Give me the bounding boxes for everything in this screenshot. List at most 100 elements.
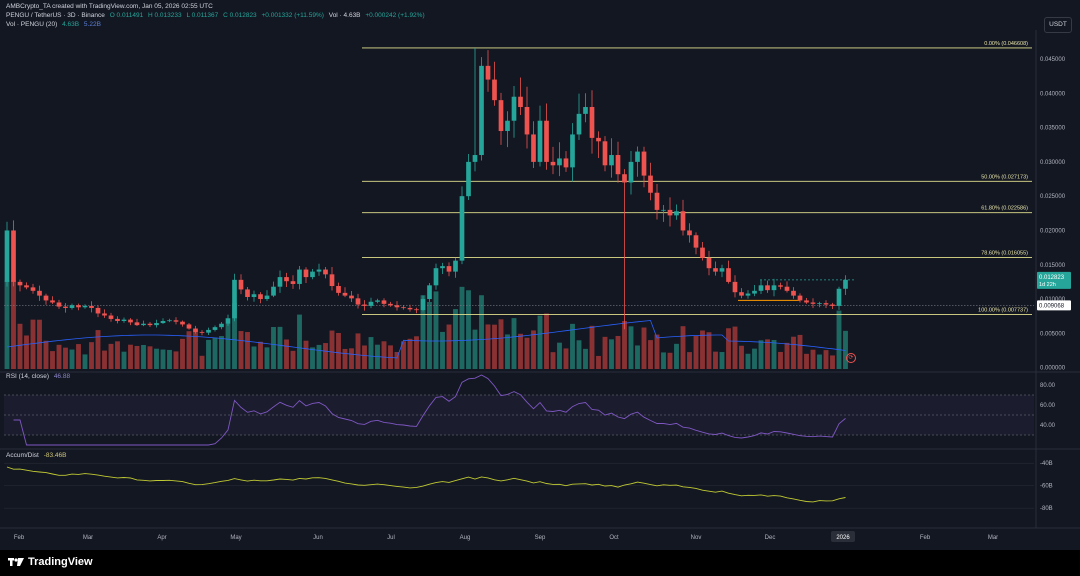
candle-body — [472, 155, 478, 162]
volume-legend[interactable]: Vol · PENGU (20) 4.63B 5.22B — [6, 21, 104, 28]
candle-body — [843, 279, 848, 289]
candle-body — [667, 209, 673, 216]
volume-bar — [693, 335, 699, 369]
candle-body — [225, 318, 231, 324]
candle-body — [713, 268, 718, 272]
tradingview-logo[interactable]: TradingView — [8, 556, 93, 568]
candle-body — [537, 120, 543, 162]
candle-body — [264, 295, 270, 300]
ohlc-change: +0.001332 (+11.59%) — [261, 12, 324, 19]
candle-body — [212, 327, 218, 330]
candle-body — [823, 303, 829, 305]
volume-bar — [173, 351, 179, 369]
candle-body — [583, 107, 588, 114]
alert-clock-icon[interactable]: ⟳ — [846, 353, 856, 363]
price-tick-label: 0.030000 — [1040, 160, 1066, 166]
candle-body — [602, 141, 608, 166]
volume-bar — [778, 351, 783, 369]
candle-body — [95, 307, 101, 314]
volume-bar — [206, 339, 211, 369]
candle-body — [17, 281, 23, 286]
volume-bar — [654, 334, 660, 369]
volume-bar — [823, 350, 829, 369]
candle-body — [765, 285, 770, 291]
volume-bar — [440, 331, 445, 369]
volume-bar — [492, 324, 497, 369]
volume-bar — [17, 323, 23, 369]
volume-bar — [713, 351, 718, 369]
volume-bar — [817, 354, 822, 369]
volume-bar — [141, 344, 146, 369]
candle-body — [186, 324, 192, 329]
x-axis-label: Jun — [313, 535, 323, 541]
fib-level-label: 0.00% (0.046608) — [984, 41, 1028, 47]
candle-body — [76, 305, 81, 308]
candle-body — [797, 295, 803, 301]
volume-bar — [336, 332, 341, 369]
candle-body — [700, 247, 705, 258]
currency-selector[interactable]: USDT — [1044, 17, 1072, 33]
candle-body — [550, 161, 556, 166]
fib-level-label: 78.60% (0.016055) — [981, 251, 1028, 257]
candle-body — [414, 309, 419, 311]
marker-price-tag — [1037, 300, 1071, 311]
volume-bar — [219, 336, 224, 369]
volume-bar — [69, 349, 75, 369]
candle-body — [498, 100, 504, 132]
rsi-legend[interactable]: RSI (14, close) 46.88 — [6, 373, 73, 380]
candle-body — [24, 285, 29, 288]
candle-body — [635, 151, 640, 162]
candle-body — [297, 269, 302, 284]
candle-body — [544, 120, 549, 162]
volume-ma-value-1: 4.63B — [62, 21, 80, 28]
volume-bar — [56, 344, 62, 369]
candle-body — [524, 107, 530, 135]
volume-bar — [615, 335, 621, 369]
trading-chart[interactable]: 0.045000 0.040000 0.035000 0.030000 0.025000… — [0, 0, 1080, 550]
volume-bar — [531, 330, 536, 369]
volume-label: Vol · 4.63B — [328, 12, 361, 19]
volume-bar — [310, 347, 315, 369]
x-axis-label: Sep — [535, 535, 546, 541]
candle-body — [173, 320, 179, 322]
symbol-name[interactable]: PENGU / TetherUS · 3D · Binance — [6, 12, 105, 19]
volume-bar — [537, 315, 543, 369]
volume-bar — [641, 327, 647, 369]
x-axis-label: Mar — [83, 535, 93, 541]
volume-bar — [154, 348, 159, 369]
rsi-legend-value: 46.88 — [53, 373, 71, 380]
volume-bar — [524, 337, 530, 369]
volume-bar — [76, 344, 81, 369]
candle-body — [817, 303, 822, 304]
candle-body — [108, 315, 114, 319]
volume-bar — [303, 340, 309, 369]
candle-body — [323, 269, 328, 275]
candle-body — [401, 307, 406, 309]
volume-bar — [576, 340, 582, 369]
volume-ma-value-2: 5.22B — [83, 21, 101, 28]
price-tick-label: 0.025000 — [1040, 194, 1066, 200]
ad-legend-name: Accum/Dist — [6, 452, 39, 459]
ad-legend-value: -83.46B — [43, 452, 67, 459]
volume-bar — [609, 339, 614, 369]
x-axis-label: Jul — [387, 535, 395, 541]
volume-bar — [4, 280, 10, 369]
candle-body — [50, 300, 55, 303]
volume-bar — [342, 348, 348, 369]
candle-body — [368, 301, 374, 306]
candle-body — [804, 300, 809, 303]
volume-bar — [784, 342, 790, 369]
volume-change: +0.000242 (+1.92%) — [365, 12, 425, 19]
candle-body — [407, 307, 413, 310]
volume-bar — [667, 352, 673, 369]
candle-body — [440, 266, 445, 269]
ad-legend[interactable]: Accum/Dist -83.46B — [6, 452, 69, 459]
symbol-legend[interactable]: PENGU / TetherUS · 3D · Binance O 0.0114… — [6, 12, 428, 19]
candle-body — [459, 196, 465, 261]
volume-bar — [30, 319, 36, 369]
volume-bar — [700, 330, 705, 369]
candle-body — [609, 155, 614, 166]
volume-bar — [596, 355, 601, 369]
volume-bar — [765, 339, 770, 369]
x-axis-label: Oct — [609, 535, 619, 541]
